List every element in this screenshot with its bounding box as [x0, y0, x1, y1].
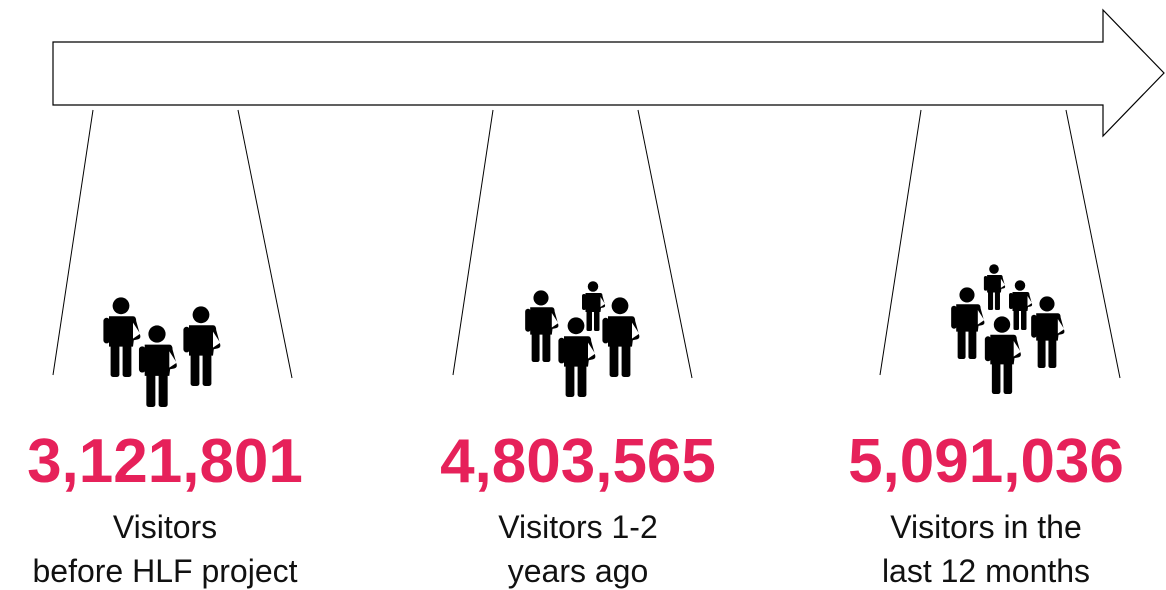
beam-lines: [52, 109, 1121, 379]
visitor-label: Visitors: [113, 509, 217, 545]
visitor-label: years ago: [508, 553, 649, 589]
visitor-label: before HLF project: [32, 553, 297, 589]
visitor-label: last 12 months: [882, 553, 1090, 589]
visitor-label: Visitors in the: [890, 509, 1082, 545]
people-icons: [103, 264, 1065, 407]
visitor-count: 5,091,036: [848, 427, 1124, 496]
visitor-count: 4,803,565: [440, 427, 716, 496]
visitor-label: Visitors 1-2: [498, 509, 657, 545]
timeline-arrow: [52, 8, 1165, 138]
visitor-count: 3,121,801: [27, 427, 303, 496]
